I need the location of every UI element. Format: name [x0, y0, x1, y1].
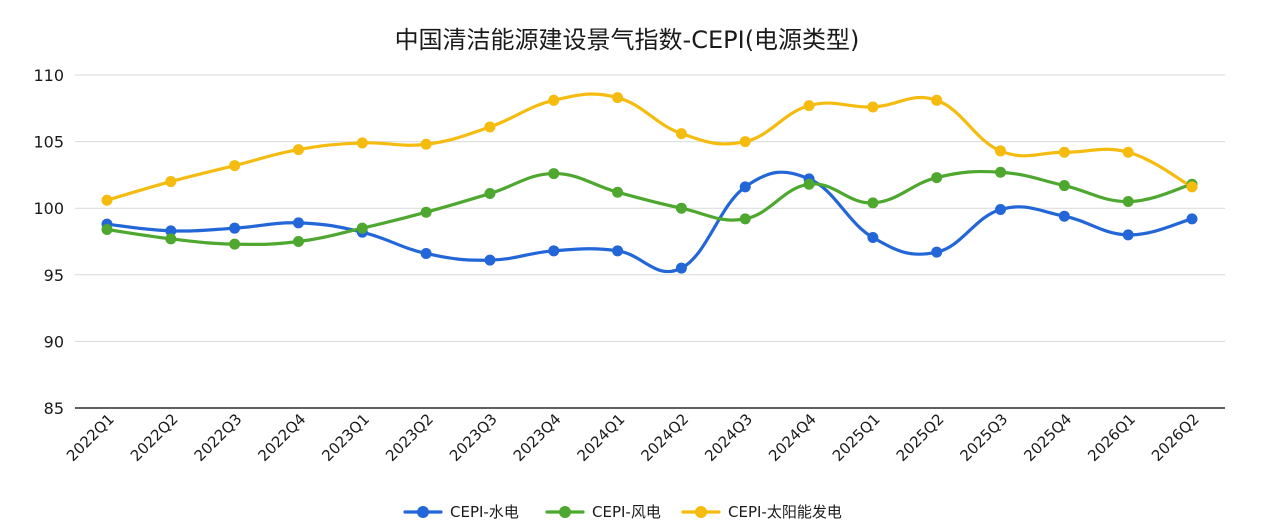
data-point — [1122, 146, 1134, 158]
data-point — [1186, 181, 1198, 193]
data-point — [420, 206, 432, 218]
legend: CEPI-水电 CEPI-风电 CEPI-太阳能发电 — [403, 503, 842, 521]
data-point — [356, 222, 368, 234]
x-tick-label: 2024Q1 — [574, 410, 629, 465]
data-point — [1122, 196, 1134, 208]
series-markers — [101, 92, 1198, 274]
x-tick-label: 2025Q4 — [1020, 410, 1075, 465]
x-tick-label: 2022Q2 — [127, 410, 182, 465]
data-point — [867, 197, 879, 209]
data-point — [1058, 146, 1070, 158]
data-point — [292, 144, 304, 156]
data-point — [995, 145, 1007, 157]
data-point — [612, 245, 624, 257]
data-point — [484, 254, 496, 266]
y-tick-label: 85 — [44, 399, 64, 418]
x-tick-label: 2025Q3 — [957, 410, 1012, 465]
data-point — [356, 137, 368, 149]
chart-title: 中国清洁能源建设景气指数-CEPI(电源类型) — [395, 26, 860, 54]
data-point — [420, 138, 432, 150]
data-point — [995, 166, 1007, 178]
data-point — [484, 188, 496, 200]
x-tick-label: 2022Q3 — [191, 410, 246, 465]
y-tick-label: 95 — [44, 266, 64, 285]
data-point — [931, 246, 943, 258]
data-point — [101, 194, 113, 206]
x-tick-labels: 2022Q1 2022Q2 2022Q3 2022Q4 2023Q1 2023Q2 2023… — [63, 410, 1203, 465]
data-point — [1058, 180, 1070, 192]
data-point — [995, 204, 1007, 216]
data-point — [1058, 210, 1070, 222]
data-point — [484, 121, 496, 133]
data-point — [165, 176, 177, 188]
x-tick-label: 2023Q2 — [382, 410, 437, 465]
data-point — [165, 233, 177, 245]
grid-lines — [75, 74, 1225, 409]
data-point — [739, 136, 751, 148]
data-point — [229, 222, 241, 234]
legend-marker — [559, 506, 571, 518]
x-tick-label: 2024Q3 — [701, 410, 756, 465]
x-tick-label: 2022Q1 — [63, 410, 118, 465]
data-point — [292, 217, 304, 229]
data-point — [931, 172, 943, 184]
x-tick-label: 2024Q4 — [765, 410, 820, 465]
data-point — [612, 92, 624, 104]
y-tick-labels: 85 90 95 100 105 110 — [33, 66, 64, 418]
x-tick-label: 2025Q1 — [829, 410, 884, 465]
x-tick-label: 2022Q4 — [254, 410, 309, 465]
x-tick-label: 2024Q2 — [637, 410, 692, 465]
y-tick-label: 90 — [44, 332, 64, 351]
y-tick-label: 110 — [33, 66, 64, 85]
series-line-3 — [105, 92, 1194, 202]
series-lines — [105, 92, 1194, 274]
x-tick-label: 2026Q2 — [1148, 410, 1203, 465]
data-point — [229, 160, 241, 172]
legend-label: CEPI-水电 — [450, 503, 519, 521]
x-tick-label: 2023Q1 — [318, 410, 373, 465]
x-tick-label: 2023Q4 — [510, 410, 565, 465]
data-point — [548, 168, 560, 180]
data-point — [165, 225, 177, 237]
data-point — [803, 100, 815, 112]
x-tick-label: 2023Q3 — [446, 410, 501, 465]
data-point — [739, 181, 751, 193]
data-point — [675, 262, 687, 274]
data-point — [867, 101, 879, 113]
y-tick-label: 105 — [33, 133, 64, 152]
data-point — [675, 128, 687, 140]
data-point — [292, 236, 304, 247]
data-point — [739, 213, 751, 225]
legend-marker — [695, 506, 707, 518]
data-point — [612, 186, 624, 198]
data-point — [548, 245, 560, 257]
data-point — [1186, 213, 1198, 225]
series-line-1 — [105, 170, 1194, 274]
data-point — [1122, 229, 1134, 241]
data-point — [867, 232, 879, 244]
y-tick-label: 100 — [33, 199, 64, 218]
data-point — [803, 178, 815, 190]
x-tick-label: 2025Q2 — [893, 410, 948, 465]
x-tick-label: 2026Q1 — [1084, 410, 1139, 465]
legend-label: CEPI-太阳能发电 — [728, 503, 842, 521]
data-point — [229, 238, 241, 250]
data-point — [420, 247, 432, 259]
legend-label: CEPI-风电 — [592, 503, 661, 521]
data-point — [101, 224, 113, 236]
data-point — [675, 202, 687, 214]
data-point — [931, 94, 943, 106]
legend-marker — [417, 506, 429, 518]
data-point — [548, 94, 560, 106]
